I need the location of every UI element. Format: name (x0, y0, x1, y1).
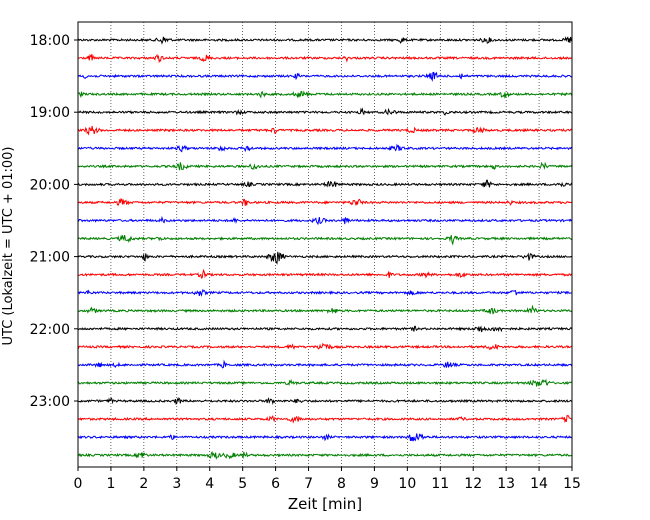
x-axis-label: Zeit [min] (288, 495, 362, 513)
x-tick-label: 2 (139, 476, 148, 492)
y-axis-label: UTC (Lokalzeit = UTC + 01:00) (1, 147, 16, 346)
seismogram-trace (77, 179, 573, 188)
x-tick-label: 13 (497, 476, 515, 492)
seismogram-trace (77, 304, 573, 315)
seismogram-trace (77, 325, 573, 333)
traces (77, 36, 573, 460)
seismogram-trace (77, 234, 573, 246)
x-tick-label: 1 (106, 476, 115, 492)
x-tick-label: 9 (370, 476, 379, 492)
x-tick-label: 8 (337, 476, 346, 492)
x-tick-label: 12 (464, 476, 482, 492)
seismogram-trace (77, 288, 573, 297)
seismogram-trace (77, 161, 573, 171)
seismogram-trace (77, 251, 573, 265)
seismogram-trace (77, 36, 573, 45)
seismogram-trace (77, 53, 573, 64)
y-tick-label: 19:00 (30, 105, 70, 121)
y-tick-label: 20:00 (30, 177, 70, 193)
seismogram-trace (77, 107, 573, 116)
x-tick-label: 15 (563, 476, 581, 492)
seismogram-trace (77, 71, 573, 82)
seismogram-trace (77, 451, 573, 460)
seismogram-trace (77, 125, 573, 136)
seismogram-trace (77, 197, 573, 206)
x-tick-label: 5 (238, 476, 247, 492)
x-tick-label: 11 (431, 476, 449, 492)
x-ticks: 0 1 2 3 4 5 6 7 8 9 10 11 12 13 14 15 (74, 467, 581, 492)
seismogram-trace (77, 90, 573, 99)
x-tick-label: 0 (74, 476, 83, 492)
x-tick-label: 3 (172, 476, 181, 492)
y-tick-label: 21:00 (30, 250, 70, 266)
y-tick-label: 23:00 (30, 394, 70, 410)
seismogram-trace (77, 268, 573, 279)
seismogram-trace (77, 143, 573, 153)
seismogram-trace (77, 414, 573, 424)
seismogram-trace (77, 433, 573, 442)
x-tick-label: 6 (271, 476, 280, 492)
x-tick-label: 7 (304, 476, 313, 492)
seismogram-trace (77, 396, 573, 406)
x-tick-label: 10 (398, 476, 416, 492)
x-tick-label: 14 (530, 476, 548, 492)
x-tick-label: 4 (205, 476, 214, 492)
seismogram-trace (77, 378, 573, 387)
y-ticks: 18:00 19:00 20:00 21:00 22:00 23:00 (30, 33, 78, 410)
plot-frame (77, 21, 573, 468)
seismogram-trace (77, 215, 573, 226)
y-tick-label: 22:00 (30, 322, 70, 338)
seismogram-trace (77, 342, 573, 351)
seismogram-trace (77, 359, 573, 369)
y-tick-label: 18:00 (30, 33, 70, 49)
grid-lines (110, 22, 540, 467)
